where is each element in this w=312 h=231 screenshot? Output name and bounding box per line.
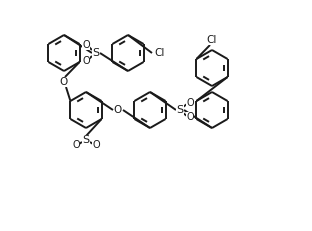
Text: O: O (72, 140, 80, 150)
Text: Cl: Cl (207, 35, 217, 45)
Text: O: O (114, 105, 122, 115)
Text: O: O (186, 98, 194, 108)
Text: O: O (186, 112, 194, 122)
Text: S: S (82, 135, 90, 145)
Text: S: S (92, 48, 100, 58)
Text: O: O (82, 56, 90, 66)
Text: S: S (177, 105, 183, 115)
Text: O: O (60, 77, 68, 87)
Text: O: O (82, 40, 90, 50)
Text: O: O (92, 140, 100, 150)
Text: Cl: Cl (155, 48, 165, 58)
